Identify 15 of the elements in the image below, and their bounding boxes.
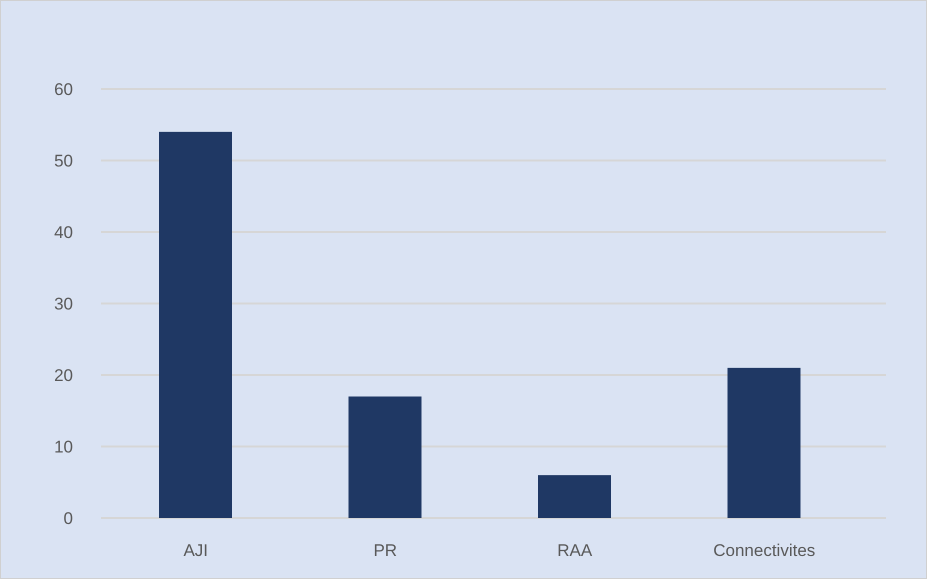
bar bbox=[538, 475, 611, 518]
x-tick-label: AJI bbox=[183, 541, 208, 560]
x-tick-label: Connectivites bbox=[713, 541, 816, 560]
y-tick-label: 0 bbox=[64, 509, 73, 528]
y-tick-label: 60 bbox=[54, 80, 73, 100]
bar bbox=[348, 396, 422, 518]
y-tick-label: 40 bbox=[54, 223, 73, 242]
x-tick-label: RAA bbox=[557, 541, 593, 560]
bar bbox=[728, 368, 800, 518]
y-tick-label: 50 bbox=[54, 152, 73, 171]
bar bbox=[159, 132, 232, 518]
y-tick-label: 10 bbox=[54, 438, 73, 457]
y-tick-label: 30 bbox=[54, 294, 73, 314]
y-tick-label: 20 bbox=[54, 366, 73, 386]
x-tick-label: PR bbox=[373, 541, 398, 560]
